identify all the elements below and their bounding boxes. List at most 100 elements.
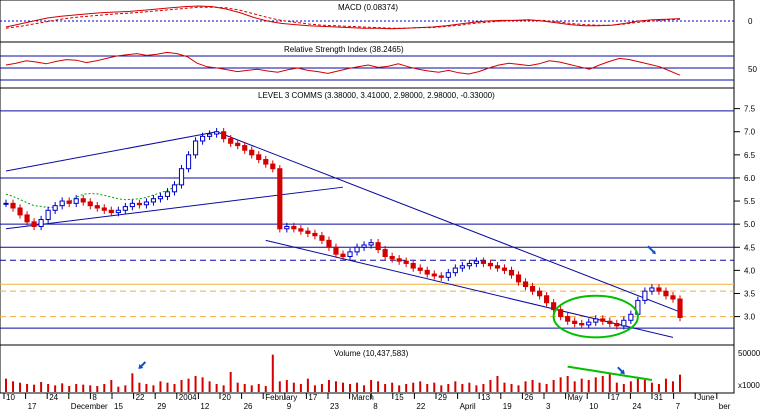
candle-body (277, 168, 283, 230)
candle (171, 181, 178, 196)
candle-body (501, 267, 508, 271)
macd-series-signal (5, 6, 681, 29)
date-tick-label: March (352, 393, 374, 402)
date-tick-label: 13 (481, 393, 490, 402)
date-tick-label: 17 (28, 402, 37, 411)
candle-body (361, 244, 367, 248)
candle-body (656, 287, 662, 292)
candle (24, 211, 30, 226)
date-tick-label: 22 (136, 393, 145, 402)
candle-body (157, 195, 164, 200)
candle (129, 199, 135, 211)
candle (410, 259, 416, 272)
candle-body (431, 273, 437, 277)
candle-body (94, 205, 100, 209)
candle (670, 292, 676, 303)
candle-body (396, 258, 402, 262)
candle-body (199, 135, 206, 142)
candle-body (108, 209, 114, 214)
candle-body (129, 202, 135, 208)
candle-body (642, 290, 648, 301)
candle (3, 199, 9, 208)
candle-body (45, 209, 51, 221)
candle-body (192, 140, 199, 156)
candle (66, 197, 72, 208)
candle-body (171, 184, 178, 193)
candle-body (607, 320, 613, 325)
volume-title: Volume (10,437,583) (334, 349, 409, 358)
arrow-icon-head (138, 364, 144, 369)
candle (417, 264, 423, 275)
candle (38, 215, 44, 231)
candle (45, 206, 51, 224)
candle (522, 278, 529, 291)
candle-body (459, 265, 465, 269)
candle (115, 206, 121, 217)
candle (256, 151, 262, 164)
macd-series-macd (5, 5, 681, 30)
candle-body (487, 262, 494, 267)
candle-body (136, 202, 142, 206)
date-tick-label: ber (719, 402, 731, 411)
price-tick-label: 3.5 (744, 289, 756, 298)
date-tick-label: 26 (524, 393, 533, 402)
date-tick-label: 3 (546, 402, 551, 411)
candle-body (228, 138, 234, 144)
candle (291, 222, 297, 233)
candle-body (347, 251, 353, 258)
candle-body (263, 158, 269, 165)
date-tick-label: 12 (200, 402, 209, 411)
candle-body (305, 230, 311, 234)
candle (614, 319, 620, 330)
candle-body (572, 320, 578, 325)
date-tick-label: 15 (114, 402, 123, 411)
candle (607, 317, 613, 328)
candle-body (536, 290, 543, 297)
candle-body (207, 133, 213, 137)
candle-body (52, 205, 58, 211)
highlight-ellipse (552, 294, 639, 339)
candle (656, 284, 662, 295)
candle (375, 238, 381, 254)
candle-body (628, 313, 634, 321)
price-title: LEVEL 3 COMMS (3.38000, 3.41000, 2.98000… (258, 91, 495, 100)
candle (452, 264, 458, 277)
date-tick-label: April (460, 402, 476, 411)
candle-body (17, 207, 23, 216)
date-tick-label: 2004 (179, 393, 197, 402)
volume-unit-label: x1000 (738, 381, 760, 390)
candle (150, 195, 157, 206)
candle-body (164, 191, 171, 197)
price-tick-label: 6.0 (744, 174, 756, 183)
candle (600, 315, 606, 325)
date-tick-label: 15 (395, 393, 404, 402)
candle-body (256, 154, 262, 160)
candle-body (3, 202, 9, 205)
candle (108, 206, 114, 217)
candle (515, 271, 522, 286)
candle-body (291, 225, 297, 230)
date-tick-labels: 101724December81522292004122026February9… (3, 393, 731, 411)
candle-body (235, 142, 241, 147)
candle-body (375, 242, 381, 251)
price-tick-label: 7.5 (744, 105, 756, 114)
candle-body (31, 221, 37, 227)
candle-body (480, 260, 487, 264)
candle (17, 204, 23, 219)
candle (333, 243, 339, 258)
candle (270, 160, 276, 173)
price-axis: 7.5 7.0 6.5 6.0 5.5 5.0 4.5 4.0 3.5 3.0 (734, 105, 756, 322)
candle (136, 199, 142, 209)
candle (572, 317, 578, 328)
candle (508, 266, 515, 279)
candle-body (122, 206, 128, 211)
candle (565, 312, 571, 325)
candle-body (66, 200, 72, 204)
date-tick-label: June (697, 393, 715, 402)
candle-body (178, 168, 185, 186)
date-tick-label: 20 (222, 393, 231, 402)
price-tick-label: 4.5 (744, 243, 756, 252)
candle (192, 137, 199, 159)
candle (593, 315, 599, 326)
